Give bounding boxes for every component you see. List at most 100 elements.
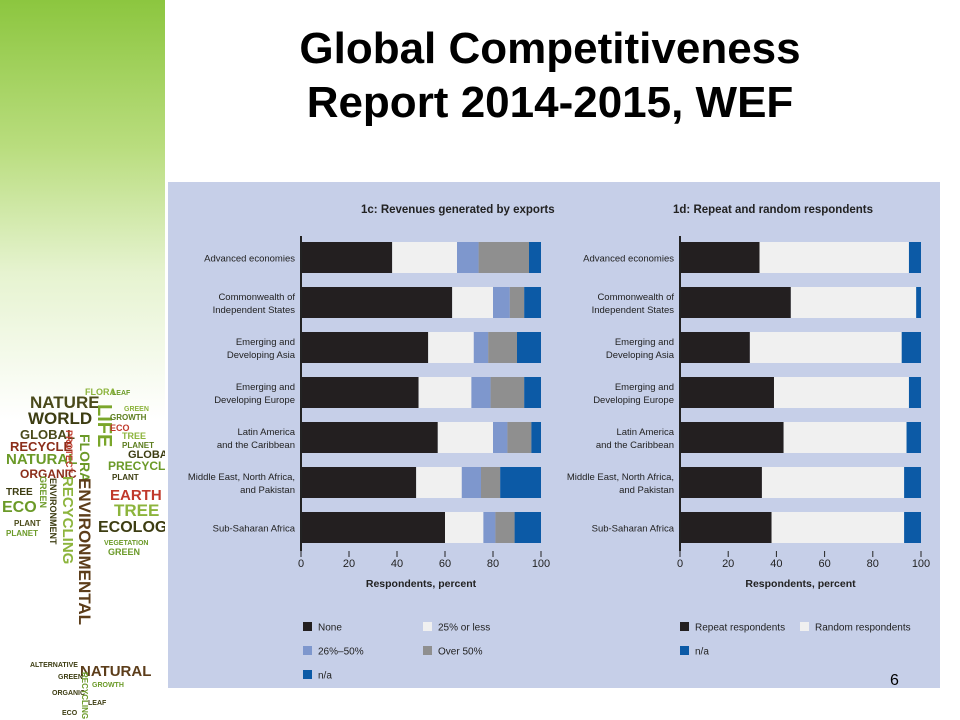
bar-segment <box>428 332 474 363</box>
wordcloud-word: FLORA <box>85 387 116 397</box>
x-tick-label: 60 <box>439 558 451 570</box>
bar-segment <box>916 287 921 318</box>
x-axis-label: Respondents, percent <box>745 578 856 590</box>
bar-segment <box>517 332 541 363</box>
bar-segment <box>437 422 493 453</box>
wordcloud-word: PLANT <box>14 519 41 528</box>
bar-segment <box>301 422 438 453</box>
bar-segment <box>680 377 774 408</box>
legend-swatch <box>423 646 432 655</box>
wordcloud-word: ECO <box>62 710 78 717</box>
x-tick-label: 80 <box>867 558 879 570</box>
bar-segment <box>771 512 905 543</box>
legend-label: n/a <box>318 671 332 682</box>
legend-swatch <box>800 622 809 631</box>
wordcloud-word: ORGANIC <box>52 690 86 697</box>
bar-segment <box>301 287 453 318</box>
category-label: Developing Europe <box>593 395 674 406</box>
legend-swatch <box>680 622 689 631</box>
category-label: Sub-Saharan Africa <box>592 524 675 535</box>
wordcloud-word: ENVIRONMENT <box>48 478 58 545</box>
legend-label: Repeat respondents <box>695 623 785 634</box>
wordcloud-word: TREE <box>114 501 160 520</box>
bar-segment <box>301 512 445 543</box>
x-tick-label: 0 <box>677 558 683 570</box>
x-tick-label: 100 <box>532 558 550 570</box>
bar-segment <box>524 287 541 318</box>
wordcloud-word: GREEN <box>38 476 48 509</box>
category-label: and Pakistan <box>240 485 295 496</box>
legend-swatch <box>680 646 689 655</box>
title-line-2: Report 2014-2015, WEF <box>306 77 794 127</box>
wordcloud-word: EARTH <box>110 487 162 504</box>
category-label: Emerging and <box>236 337 295 348</box>
legend-label: Random respondents <box>815 623 911 634</box>
wordcloud-word: GROWTH <box>92 682 124 689</box>
bar-segment <box>493 287 510 318</box>
wordcloud-word: GROWTH <box>110 413 147 422</box>
legend-label: n/a <box>695 647 709 658</box>
wordcloud-word: RECYCLE <box>10 439 73 454</box>
slide-title: Global Competitiveness Report 2014-2015,… <box>170 22 930 129</box>
category-label: Middle East, North Africa, <box>188 472 295 483</box>
bar-segment <box>392 242 457 273</box>
wordcloud-word: GLOBAL <box>20 427 75 442</box>
bar-segment <box>759 242 909 273</box>
category-label: Emerging and <box>615 337 674 348</box>
bar-segment <box>908 242 921 273</box>
bar-segment <box>301 467 417 498</box>
wordcloud-word: VEGETATION <box>104 540 149 547</box>
x-axis-label: Respondents, percent <box>366 578 477 590</box>
title-line-1: Global Competitiveness <box>299 24 801 73</box>
category-label: Emerging and <box>236 382 295 393</box>
legend-swatch <box>423 622 432 631</box>
legend-label: None <box>318 623 342 634</box>
bar-segment <box>301 242 393 273</box>
legend-label: 26%–50% <box>318 647 364 658</box>
bar-segment <box>680 512 772 543</box>
wordcloud-word: NATURAL <box>80 663 152 680</box>
bar-segment <box>483 512 496 543</box>
bar-segment <box>500 467 541 498</box>
wordcloud-word: NATURE <box>30 393 100 412</box>
x-tick-label: 20 <box>343 558 355 570</box>
bar-segment <box>783 422 907 453</box>
x-tick-label: 100 <box>912 558 930 570</box>
bar-segment <box>529 242 541 273</box>
x-tick-label: 20 <box>722 558 734 570</box>
category-label: Emerging and <box>615 382 674 393</box>
bar-segment <box>301 332 429 363</box>
wordcloud-word: NATURAL <box>6 451 78 468</box>
x-tick-label: 0 <box>298 558 304 570</box>
bar-segment <box>680 467 762 498</box>
category-label: Latin America <box>616 427 674 438</box>
bar-segment <box>452 287 493 318</box>
category-label: Commonwealth of <box>597 292 674 303</box>
wordcloud-word: ECO <box>110 423 130 433</box>
bar-segment <box>461 467 481 498</box>
wordcloud-word: ECOLOGY <box>98 519 165 536</box>
wordcloud-word: LIFE <box>93 404 115 448</box>
bar-segment <box>490 377 525 408</box>
wordcloud-word: GREEN <box>124 406 149 413</box>
wordcloud-word: GREEN <box>58 674 83 681</box>
bar-segment <box>773 377 909 408</box>
bar-segment <box>531 422 541 453</box>
category-label: Developing Asia <box>606 350 675 361</box>
bar-segment <box>680 287 791 318</box>
wordcloud-word: ENVIRONMENTAL <box>75 478 94 626</box>
page-number: 6 <box>890 672 899 689</box>
category-label: Independent States <box>213 305 296 316</box>
wordcloud-word: WORLD <box>28 409 93 428</box>
legend-label: 25% or less <box>438 623 490 634</box>
chart-panel: 1c: Revenues generated by exports Advance… <box>168 182 940 688</box>
wordcloud-word: ORGANIC <box>20 467 77 481</box>
bar-segment <box>495 512 515 543</box>
wordcloud-word: PRECYCLE <box>108 459 165 473</box>
category-label: Middle East, North Africa, <box>567 472 674 483</box>
bar-segment <box>488 332 517 363</box>
bar-segment <box>457 242 479 273</box>
bar-segment <box>790 287 917 318</box>
bar-segment <box>507 422 532 453</box>
category-label: and the Caribbean <box>596 440 674 451</box>
